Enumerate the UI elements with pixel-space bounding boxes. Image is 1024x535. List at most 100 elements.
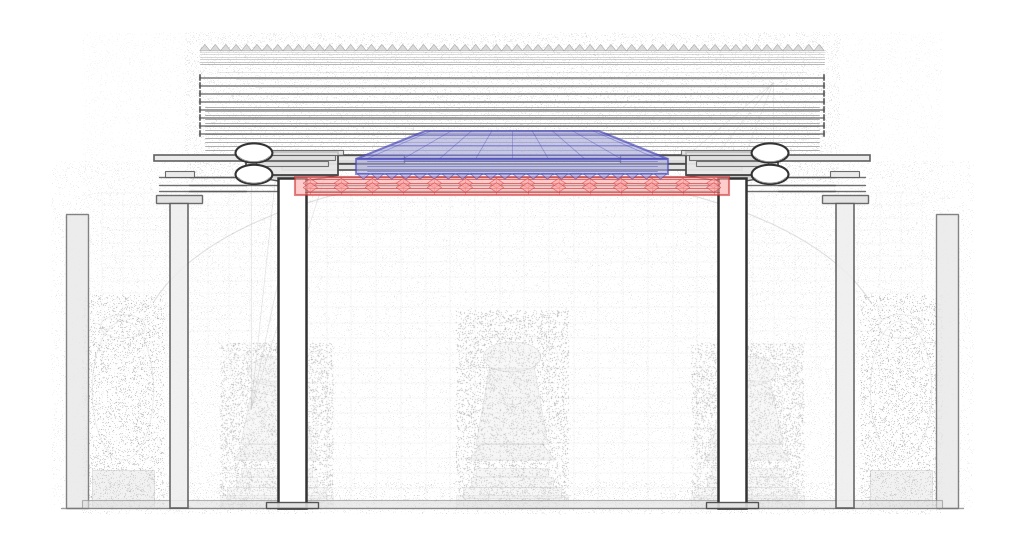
Point (509, 59, 525, 68)
Point (714, 348, 730, 357)
Point (908, 307, 925, 315)
Point (734, 121, 751, 130)
Point (535, 503, 551, 512)
Point (740, 414, 757, 423)
Point (117, 34, 133, 43)
Point (739, 382, 756, 391)
Point (324, 281, 340, 290)
Point (742, 221, 759, 230)
Point (689, 480, 706, 488)
Point (475, 78, 492, 87)
Point (117, 50, 133, 59)
Point (392, 289, 409, 297)
Point (651, 108, 668, 116)
Point (203, 343, 219, 352)
Point (667, 372, 683, 380)
Point (654, 397, 671, 406)
Point (454, 232, 470, 240)
Point (573, 505, 590, 513)
Point (898, 358, 914, 367)
Point (318, 34, 335, 43)
Point (529, 503, 546, 511)
Point (861, 488, 878, 496)
Point (519, 273, 536, 282)
Point (423, 218, 439, 226)
Point (182, 502, 199, 511)
Point (615, 49, 632, 57)
Point (95, 346, 112, 355)
Point (98, 499, 115, 508)
Point (383, 162, 399, 171)
Point (360, 147, 377, 155)
Point (322, 471, 338, 479)
Point (97, 457, 114, 465)
Point (84, 70, 100, 78)
Point (231, 445, 248, 454)
Point (296, 73, 312, 82)
Point (512, 293, 528, 302)
Point (472, 115, 488, 124)
Point (251, 66, 267, 74)
Point (514, 488, 530, 496)
Point (275, 463, 292, 471)
Point (131, 425, 147, 433)
Point (784, 141, 801, 149)
Point (278, 81, 294, 89)
Point (925, 317, 941, 326)
Point (323, 365, 339, 373)
Point (641, 123, 657, 132)
Point (132, 352, 148, 361)
Point (258, 202, 274, 210)
Point (148, 221, 165, 230)
Point (859, 79, 876, 88)
Point (861, 401, 878, 410)
Point (499, 184, 515, 193)
Point (186, 57, 203, 66)
Point (290, 501, 306, 510)
Point (88, 432, 104, 440)
Point (417, 219, 433, 227)
Point (301, 450, 317, 458)
Point (236, 381, 252, 389)
Point (442, 381, 459, 390)
Point (729, 468, 745, 477)
Point (797, 49, 813, 57)
Point (589, 354, 605, 363)
Point (523, 173, 540, 182)
Point (575, 412, 592, 421)
Point (228, 128, 245, 137)
Point (861, 426, 878, 434)
Point (557, 155, 573, 163)
Point (92, 332, 109, 340)
Point (79, 315, 95, 324)
Point (220, 195, 237, 203)
Point (901, 144, 918, 153)
Point (278, 55, 294, 64)
Point (263, 504, 280, 513)
Point (555, 379, 571, 387)
Point (208, 212, 224, 221)
Point (698, 481, 715, 490)
Point (531, 505, 548, 513)
Point (212, 121, 228, 130)
Point (629, 394, 645, 403)
Point (588, 151, 604, 160)
Point (313, 167, 330, 176)
Point (841, 215, 857, 224)
Point (915, 292, 932, 300)
Point (639, 74, 655, 83)
Point (526, 485, 543, 493)
Point (923, 47, 939, 55)
Point (479, 509, 496, 517)
Point (48, 464, 65, 473)
Point (412, 236, 428, 245)
Point (355, 179, 372, 187)
Point (709, 480, 725, 488)
Point (750, 340, 766, 349)
Point (262, 424, 279, 433)
Point (497, 457, 513, 466)
Point (427, 75, 443, 84)
Point (278, 146, 294, 155)
Point (436, 398, 453, 407)
Point (250, 125, 266, 133)
